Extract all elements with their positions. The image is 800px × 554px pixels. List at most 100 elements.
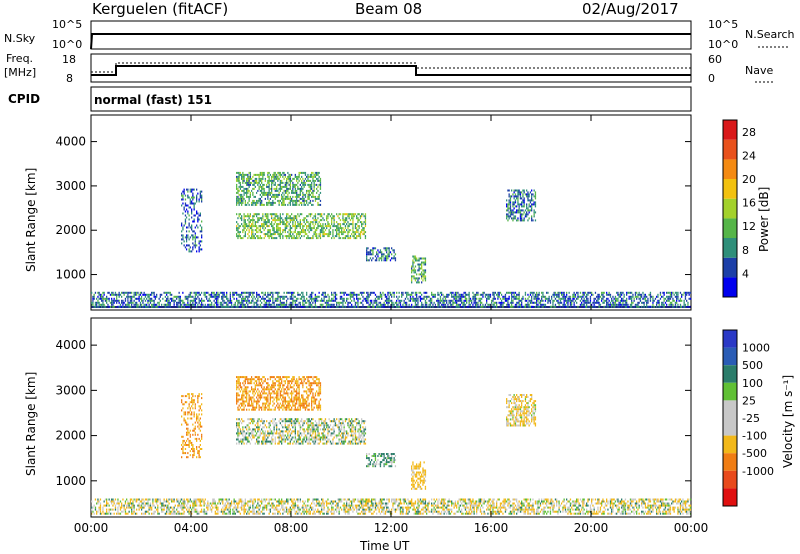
- data-cell: [277, 189, 279, 192]
- data-cell: [599, 303, 602, 306]
- data-cell: [588, 301, 590, 304]
- data-cell: [656, 295, 658, 298]
- data-cell: [248, 235, 250, 238]
- data-cell: [283, 297, 285, 300]
- data-cell: [532, 193, 534, 196]
- data-cell: [508, 203, 510, 206]
- data-cell: [129, 305, 131, 308]
- data-cell: [513, 215, 515, 218]
- data-cell: [277, 295, 279, 298]
- data-cell: [186, 226, 188, 229]
- data-cell: [316, 197, 318, 200]
- data-cell: [294, 221, 296, 224]
- data-cell: [189, 188, 191, 191]
- data-cell: [414, 293, 417, 296]
- data-cell: [169, 293, 171, 296]
- data-cell: [531, 301, 533, 304]
- data-cell: [194, 510, 196, 513]
- data-cell: [194, 238, 196, 241]
- data-cell: [316, 299, 318, 302]
- data-cell: [484, 293, 487, 296]
- data-cell: [316, 498, 318, 501]
- data-cell: [283, 229, 285, 232]
- data-cell: [338, 227, 340, 230]
- data-cell: [294, 305, 296, 308]
- data-cell: [209, 508, 211, 511]
- data-cell: [284, 191, 286, 194]
- data-cell: [281, 181, 283, 184]
- data-cell: [118, 301, 120, 304]
- data-cell: [302, 197, 304, 200]
- data-cell: [238, 231, 240, 234]
- data-cell: [471, 299, 473, 302]
- data-cell: [263, 193, 265, 196]
- data-cell: [348, 229, 350, 232]
- data-cell: [114, 299, 117, 302]
- data-cell: [394, 257, 397, 260]
- data-cell: [336, 510, 338, 513]
- data-cell: [248, 185, 250, 188]
- data-cell: [248, 221, 250, 224]
- data-cell: [252, 203, 254, 206]
- data-cell: [257, 189, 259, 192]
- data-cell: [226, 305, 228, 308]
- data-cell: [688, 291, 690, 294]
- data-cell: [619, 291, 622, 294]
- data-cell: [331, 512, 333, 515]
- data-cell: [211, 295, 213, 298]
- data-cell: [263, 233, 265, 236]
- data-cell: [442, 305, 444, 308]
- data-cell: [372, 249, 374, 252]
- data-cell: [256, 301, 258, 304]
- data-cell: [357, 225, 359, 228]
- data-cell: [589, 299, 592, 302]
- data-cell: [618, 305, 620, 308]
- data-cell: [179, 504, 181, 507]
- data-cell: [314, 305, 316, 308]
- data-cell: [267, 171, 269, 174]
- data-cell: [492, 303, 494, 306]
- data-cell: [281, 506, 283, 509]
- data-cell: [474, 299, 477, 302]
- data-cell: [188, 303, 190, 306]
- data-cell: [201, 228, 203, 231]
- data-cell: [256, 203, 258, 206]
- data-cell: [532, 219, 534, 222]
- data-cell: [337, 506, 339, 509]
- data-cell: [219, 291, 221, 294]
- data-cell: [456, 301, 458, 304]
- data-cell: [354, 301, 357, 304]
- data-cell: [242, 225, 244, 228]
- data-cell: [167, 303, 169, 306]
- data-cell: [292, 223, 294, 226]
- data-cell: [191, 512, 193, 515]
- data-cell: [314, 498, 316, 501]
- data-cell: [343, 291, 345, 294]
- data-cell: [278, 502, 280, 505]
- data-cell: [267, 181, 269, 184]
- data-cell: [274, 215, 276, 218]
- data-cell: [657, 299, 659, 302]
- data-cell: [201, 234, 203, 237]
- data-cell: [302, 303, 304, 306]
- data-cell: [193, 299, 195, 302]
- data-cell: [166, 299, 168, 302]
- data-cell: [201, 248, 203, 251]
- data-cell: [122, 510, 124, 513]
- data-cell: [287, 193, 289, 196]
- data-cell: [652, 295, 654, 298]
- data-cell: [274, 195, 276, 198]
- data-cell: [266, 504, 268, 507]
- data-cell: [199, 230, 201, 233]
- data-cell: [378, 305, 380, 308]
- data-cell: [221, 305, 223, 308]
- data-cell: [163, 504, 165, 507]
- data-cell: [318, 235, 320, 238]
- data-cell: [323, 295, 325, 298]
- data-cell: [264, 504, 266, 507]
- data-cell: [289, 177, 291, 180]
- data-cell: [173, 303, 175, 306]
- data-cell: [296, 510, 298, 513]
- data-cell: [272, 504, 274, 507]
- data-cell: [172, 500, 174, 503]
